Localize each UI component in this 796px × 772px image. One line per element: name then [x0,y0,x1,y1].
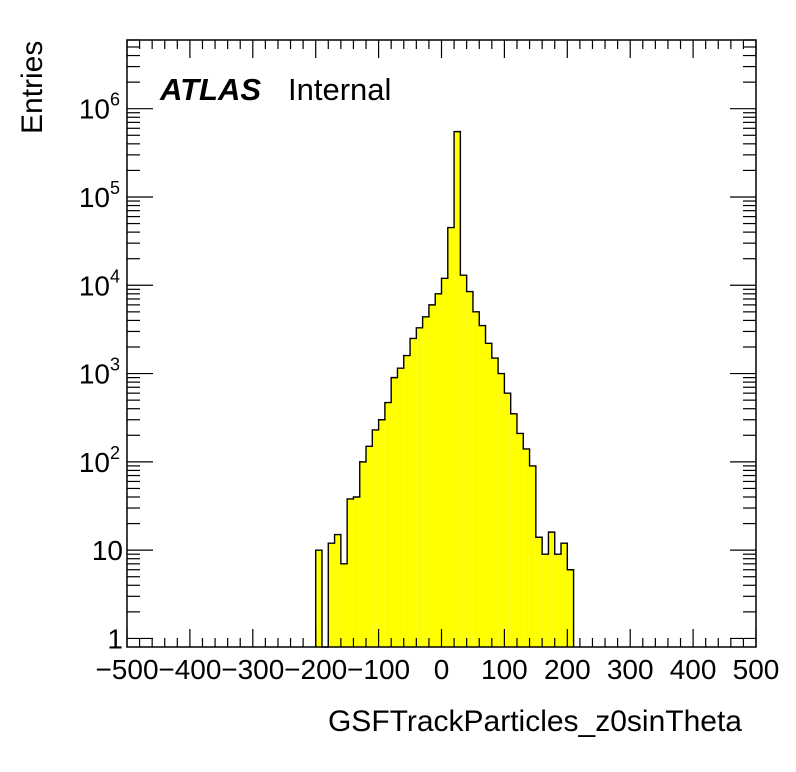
histogram-bin-7 [359,461,367,647]
histogram-bin-4 [340,563,348,647]
histogram-bin-20 [441,278,448,647]
histogram-bin-9 [372,429,379,647]
internal-label: Internal [288,72,391,107]
histogram-bin-6 [353,496,360,647]
y-tick-label: 10 [92,535,123,566]
histogram-bin-0 [315,550,322,647]
y-tick-label: 106 [79,90,120,125]
histogram-bin-2 [328,543,335,647]
histogram-bin-27 [485,343,492,647]
histogram-bin-10 [378,419,385,647]
histogram-bin-25 [472,311,480,647]
x-tick-label: −300 [221,654,284,685]
histogram-bin-31 [510,413,517,647]
histogram-bin-17 [422,316,429,647]
histogram-bin-5 [347,498,354,647]
histogram-bin-30 [504,393,511,647]
histogram-bin-16 [416,327,423,647]
x-tick-label: −200 [284,654,347,685]
y-axis-label: Entries [16,41,49,134]
histogram-bin-37 [548,532,555,647]
histogram-bin-36 [542,554,549,647]
y-tick-label: 1 [107,623,123,654]
x-tick-label: 200 [544,654,591,685]
x-axis-label: GSFTrackParticles_z0sinTheta [328,705,742,738]
histogram-bin-32 [516,433,524,647]
x-tick-label: 500 [733,654,780,685]
histogram-bin-29 [498,373,505,647]
histogram-bin-12 [391,377,398,647]
histogram-bin-39 [561,543,568,647]
histogram-bin-14 [403,355,411,647]
histogram-bars [315,130,575,648]
x-tick-label: −500 [95,654,158,685]
y-tick-labels: 1 10 102 103 104 105 106 [79,90,123,655]
histogram-outline [315,130,575,648]
histogram-bin-24 [466,291,473,647]
histogram-bin-33 [523,448,530,647]
y-tick-label: 102 [79,443,120,478]
histogram-bin-8 [366,446,373,647]
axis-ticks [126,39,757,647]
x-tick-label: 300 [607,654,654,685]
y-tick-label: 104 [79,266,120,301]
x-tick-labels: −500 −400 −300 −200 −100 0 100 200 300 400 500 [95,654,779,685]
histogram-bin-13 [397,368,404,647]
histogram-bin-22 [454,131,461,648]
histogram-bin-3 [334,534,341,647]
y-tick-label: 103 [79,355,120,390]
histogram-bin-26 [479,325,486,647]
histogram-bin-15 [410,338,417,647]
atlas-label: ATLAS [159,72,261,107]
histogram-bin-11 [384,402,392,647]
histogram-bin-23 [460,275,467,647]
histogram-bin-38 [554,554,562,647]
histogram-bin-18 [428,304,436,647]
histogram-bin-21 [447,227,455,648]
x-tick-label: 0 [434,654,450,685]
histogram-bin-19 [435,293,442,647]
x-tick-label: 100 [481,654,528,685]
histogram-bin-34 [529,465,536,647]
x-tick-label: 400 [670,654,717,685]
histogram-bin-28 [491,358,499,647]
x-tick-label: −100 [347,654,410,685]
y-tick-label: 105 [79,178,120,213]
histogram-bin-40 [567,569,574,647]
histogram-bin-35 [535,537,543,647]
x-tick-label: −400 [158,654,221,685]
